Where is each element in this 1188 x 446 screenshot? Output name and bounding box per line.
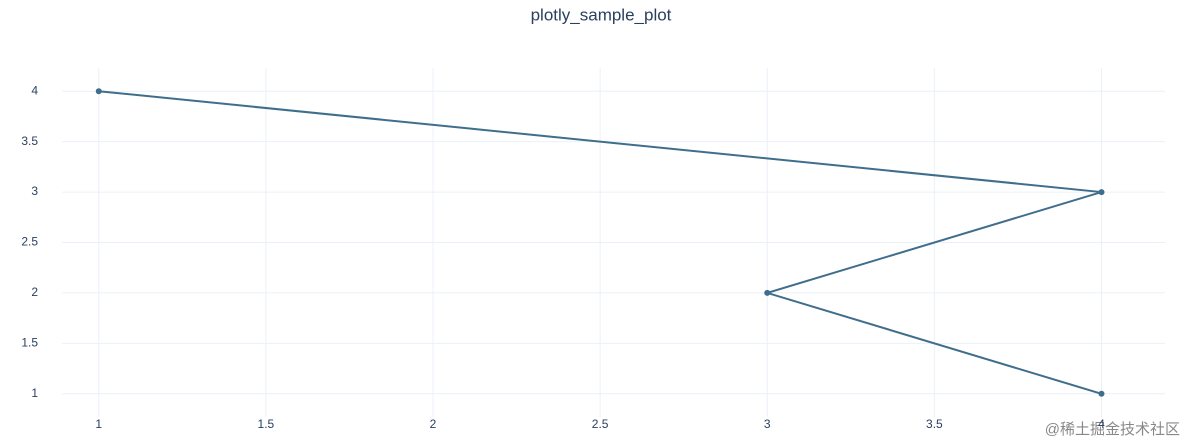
chart-title: plotly_sample_plot xyxy=(531,5,672,24)
x-tick-label: 3.5 xyxy=(926,417,943,431)
y-tick-label: 1 xyxy=(31,386,38,400)
y-tick-label: 2.5 xyxy=(21,235,38,249)
y-tick-label: 4 xyxy=(31,83,38,97)
watermark: @稀土掘金技术社区 xyxy=(1045,421,1180,438)
x-tick-label: 1 xyxy=(95,417,102,431)
marker xyxy=(1098,390,1105,397)
y-tick-label: 3.5 xyxy=(21,134,38,148)
line xyxy=(98,90,1102,395)
marker xyxy=(95,88,102,95)
y-tick-label: 1.5 xyxy=(21,336,38,350)
x-tick-label: 2 xyxy=(430,417,437,431)
x-tick-label: 2.5 xyxy=(592,417,609,431)
marker xyxy=(764,289,771,296)
x-tick-label: 4 xyxy=(1098,417,1105,431)
marker xyxy=(1098,189,1105,196)
x-tick-label: 3 xyxy=(764,417,771,431)
y-tick-label: 2 xyxy=(31,285,38,299)
y-tick-label: 3 xyxy=(31,184,38,198)
x-tick-label: 1.5 xyxy=(258,417,275,431)
